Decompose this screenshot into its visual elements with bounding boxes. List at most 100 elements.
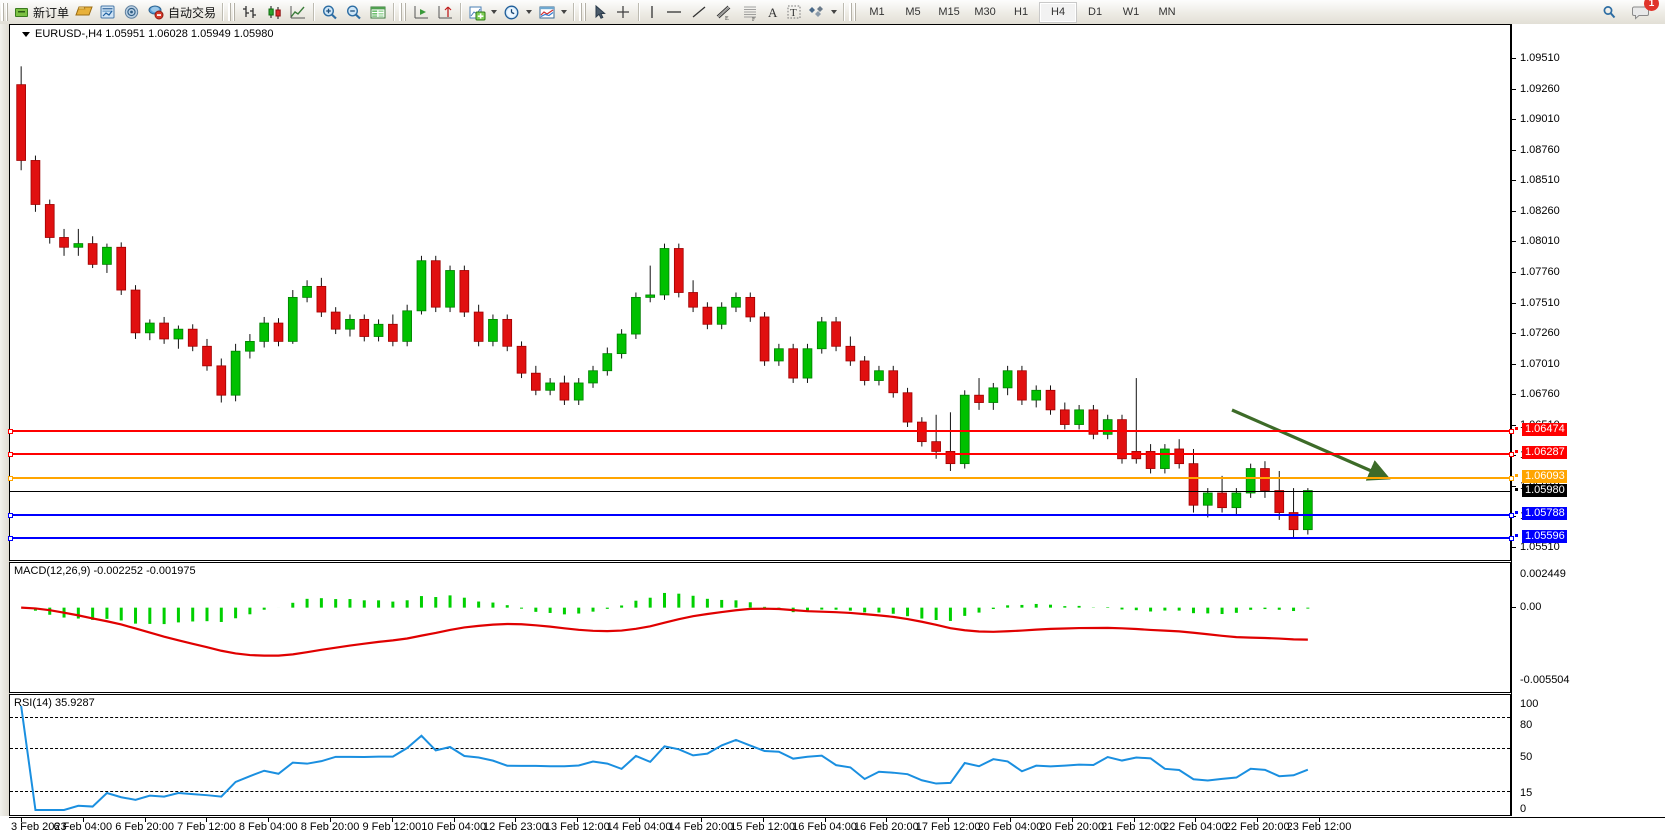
arrows-chevron-icon[interactable]	[831, 10, 838, 14]
line-anchor[interactable]	[1509, 536, 1514, 542]
cursor-tool-button[interactable]	[589, 1, 611, 23]
equidistant-channel-button[interactable]: E	[711, 1, 737, 23]
price-axis[interactable]: 1.09510 1.09260 1.09010 1.08760 1.08510 1.082…	[1511, 24, 1665, 816]
timeframe-m5[interactable]: M5	[905, 6, 921, 18]
period-button[interactable]	[500, 1, 535, 23]
line-anchor-left[interactable]	[8, 452, 13, 457]
templates-button[interactable]	[535, 1, 570, 23]
toolbar-grip-3[interactable]	[399, 3, 408, 21]
data-grid-button[interactable]	[366, 1, 390, 23]
auto-trading-button[interactable]: 自动交易	[144, 1, 219, 23]
horizontal-line-106093[interactable]	[8, 475, 1514, 481]
vertical-line-button[interactable]	[643, 1, 661, 23]
price-tag-105596[interactable]: 1.05596	[1514, 530, 1567, 544]
line-anchor-left[interactable]	[8, 513, 13, 518]
templates-chevron-icon[interactable]	[561, 10, 568, 14]
price-tick-mark	[1512, 210, 1516, 212]
macd-label: MACD(12,26,9) -0.002252 -0.001975	[14, 565, 196, 577]
timeframe-m30[interactable]: M30	[974, 6, 996, 18]
arrow-annotation[interactable]	[10, 25, 1510, 560]
arrows-button[interactable]	[805, 1, 840, 23]
timeframe-m15[interactable]: M15	[938, 6, 960, 18]
horizontal-line-105788[interactable]	[8, 513, 1514, 518]
zoom-in-button[interactable]	[318, 1, 342, 23]
rsi-tick-label: 100	[1520, 698, 1539, 710]
toolbar-grip-4[interactable]	[579, 3, 588, 21]
line-chart-button[interactable]	[286, 1, 310, 23]
shift-end-button[interactable]	[409, 1, 433, 23]
zoom-out-button[interactable]	[342, 1, 366, 23]
add-indicator-button[interactable]	[465, 1, 500, 23]
timeframe-h4[interactable]: H4	[1039, 1, 1078, 23]
grid-icon	[370, 6, 386, 18]
time-tick-label: 6 Feb 04:00	[53, 821, 113, 833]
market-watch-button[interactable]	[96, 1, 120, 23]
time-tick-label: 3 Feb 2023	[11, 821, 67, 833]
line-anchor-left[interactable]	[8, 475, 13, 481]
horizontal-line-icon	[667, 10, 682, 13]
time-tick-mark	[1009, 818, 1011, 822]
price-tag-105980[interactable]: 1.05980	[1514, 483, 1567, 497]
timeframe-h1[interactable]: H1	[1014, 6, 1029, 18]
line-anchor-left[interactable]	[8, 429, 13, 435]
macd-series	[21, 592, 1310, 657]
timeframe-w1[interactable]: W1	[1122, 6, 1140, 18]
time-tick-label: 16 Feb 04:00	[792, 821, 857, 833]
price-tag-105788[interactable]: 1.05788	[1514, 507, 1567, 520]
time-tick-mark	[1257, 818, 1259, 822]
messages-button[interactable]: 1	[1629, 0, 1659, 23]
quote-header-text: EURUSD-,H4 1.05951 1.06028 1.05949 1.059…	[35, 28, 274, 40]
auto-scroll-button[interactable]	[433, 1, 457, 23]
text-tool-button[interactable]: A	[763, 1, 783, 23]
price-tag-106287[interactable]: 1.06287	[1514, 446, 1567, 459]
trendline-button[interactable]	[687, 1, 711, 23]
svg-text:A: A	[768, 5, 778, 20]
macd-pane[interactable]: MACD(12,26,9) -0.002252 -0.001975	[9, 562, 1511, 693]
timeframe-mn[interactable]: MN	[1158, 6, 1176, 18]
time-tick-mark	[453, 818, 455, 822]
timeframe-m1[interactable]: M1	[869, 6, 885, 18]
charts-toolbar-button[interactable]	[72, 1, 96, 23]
data-window-button[interactable]	[120, 1, 144, 23]
bar-chart-button[interactable]	[238, 1, 262, 23]
chart-menu-arrow-icon[interactable]	[22, 31, 30, 37]
time-tick-label: 8 Feb 04:00	[238, 821, 298, 833]
horizontal-line-105980[interactable]	[10, 490, 1510, 492]
price-tick-label: 1.05510	[1520, 541, 1560, 553]
price-tag-106093[interactable]: 1.06093	[1514, 469, 1567, 483]
text-label-button[interactable]: T	[783, 1, 805, 23]
time-axis[interactable]: 3 Feb 2023 6 Feb 04:00 6 Feb 20:00 7 Feb 12…	[9, 817, 1665, 840]
price-pane[interactable]: EURUSD-,H4 1.05951 1.06028 1.05949 1.059…	[8, 24, 1514, 561]
horizontal-line-105596[interactable]	[8, 536, 1514, 542]
vertical-line-icon	[651, 5, 653, 18]
crosshair-tool-button[interactable]	[611, 1, 635, 23]
search-button[interactable]	[1598, 1, 1621, 23]
time-tick-mark	[1195, 818, 1197, 822]
horizontal-line-106474[interactable]	[8, 429, 1514, 435]
add-indicator-chevron-icon[interactable]	[491, 10, 498, 14]
horizontal-line-button[interactable]	[661, 1, 687, 23]
new-order-button[interactable]: 新订单	[11, 1, 72, 23]
rsi-pane[interactable]: RSI(14) 35.9287	[9, 694, 1511, 816]
period-chevron-icon[interactable]	[526, 10, 533, 14]
horizontal-line-106287[interactable]	[8, 452, 1514, 457]
line-anchor[interactable]	[1509, 452, 1514, 457]
auto-trading-label: 自动交易	[168, 5, 217, 20]
line-anchor[interactable]	[1509, 513, 1514, 518]
toolbar-grip-5[interactable]	[849, 3, 858, 21]
time-tick-label: 22 Feb 04:00	[1162, 821, 1228, 833]
price-tick-label: 1.08760	[1520, 143, 1560, 156]
candlestick-chart-button[interactable]	[262, 1, 286, 23]
line-anchor[interactable]	[1509, 475, 1514, 481]
timeframe-d1[interactable]: D1	[1088, 6, 1103, 18]
line-anchor[interactable]	[1509, 429, 1514, 435]
rsi-series	[20, 705, 1309, 811]
fibonacci-button[interactable]: F	[737, 1, 763, 23]
line-anchor-left[interactable]	[8, 536, 13, 542]
price-tag-106474[interactable]: 1.06474	[1514, 423, 1567, 437]
toolbar-grip[interactable]	[1, 3, 9, 21]
time-tick-label: 20 Feb 04:00	[977, 821, 1043, 833]
rsi-tick-label: 0	[1520, 803, 1527, 815]
toolbar-grip-2[interactable]	[228, 3, 237, 21]
